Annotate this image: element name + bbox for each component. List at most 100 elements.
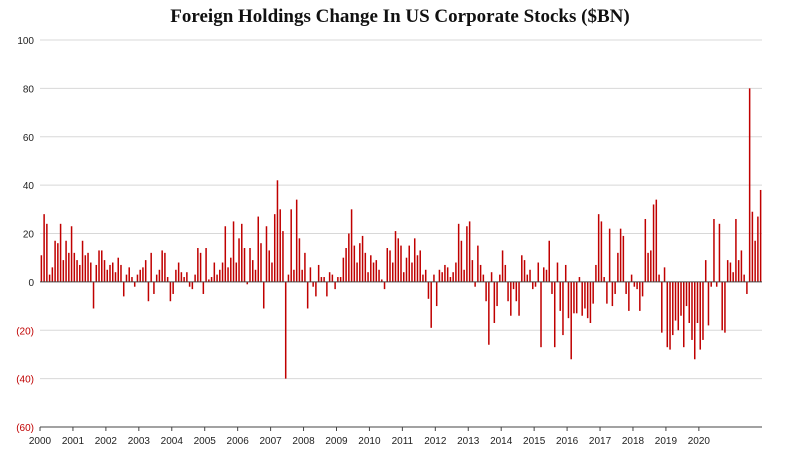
bar bbox=[441, 272, 443, 282]
bar bbox=[155, 274, 158, 282]
x-tick-label: 2020 bbox=[688, 436, 711, 447]
bar bbox=[537, 262, 540, 282]
bar bbox=[262, 281, 265, 309]
bar bbox=[463, 269, 465, 282]
bar bbox=[666, 281, 669, 348]
bar bbox=[172, 281, 174, 294]
bar bbox=[400, 245, 402, 282]
bar bbox=[614, 281, 616, 294]
bars bbox=[40, 88, 762, 379]
bar bbox=[743, 274, 745, 282]
bar bbox=[521, 255, 523, 282]
bar bbox=[260, 243, 262, 282]
bar bbox=[408, 245, 410, 282]
bar bbox=[101, 250, 103, 282]
bar bbox=[586, 281, 589, 319]
bar bbox=[515, 281, 518, 302]
bar bbox=[161, 250, 163, 282]
bar bbox=[427, 281, 430, 299]
bar bbox=[669, 281, 671, 350]
bar bbox=[680, 281, 682, 316]
bar bbox=[293, 269, 295, 282]
bar bbox=[603, 277, 605, 282]
bar bbox=[647, 252, 649, 282]
bar bbox=[265, 226, 268, 282]
bar bbox=[164, 252, 166, 282]
axes bbox=[39, 281, 762, 431]
bar bbox=[455, 262, 457, 282]
chart-title: Foreign Holdings Change In US Corporate … bbox=[170, 6, 630, 27]
bar bbox=[397, 238, 400, 282]
bar bbox=[68, 252, 70, 282]
bar bbox=[446, 267, 449, 282]
bar bbox=[553, 281, 556, 348]
bar bbox=[59, 223, 62, 282]
bar bbox=[114, 272, 117, 282]
bar bbox=[213, 262, 216, 282]
bar bbox=[740, 250, 743, 282]
x-tick-label: 2012 bbox=[424, 436, 447, 447]
bar bbox=[540, 281, 542, 348]
bar bbox=[205, 248, 207, 282]
bar bbox=[510, 281, 512, 316]
bar bbox=[252, 260, 254, 282]
bar bbox=[611, 281, 614, 307]
bar bbox=[619, 228, 622, 282]
bar bbox=[122, 281, 125, 297]
bar bbox=[284, 281, 287, 379]
bar bbox=[177, 262, 180, 282]
bar bbox=[757, 216, 759, 282]
bar bbox=[375, 260, 378, 282]
bar bbox=[326, 281, 328, 297]
x-tick-label: 2010 bbox=[358, 436, 381, 447]
bar bbox=[474, 281, 476, 287]
bar bbox=[304, 252, 306, 282]
bar bbox=[257, 216, 260, 282]
bar bbox=[639, 281, 641, 311]
bar bbox=[405, 257, 408, 282]
bar bbox=[342, 257, 345, 282]
bar bbox=[169, 281, 172, 302]
bar bbox=[194, 274, 196, 282]
bar bbox=[735, 218, 737, 282]
bar bbox=[479, 264, 482, 282]
bar bbox=[438, 269, 441, 282]
bar bbox=[199, 252, 202, 282]
bar bbox=[652, 204, 655, 282]
bar bbox=[279, 209, 281, 282]
bar bbox=[158, 269, 161, 282]
bar bbox=[693, 281, 696, 360]
bar bbox=[180, 272, 183, 282]
bar bbox=[545, 269, 548, 282]
bar bbox=[84, 255, 87, 282]
bar bbox=[677, 281, 680, 331]
bar bbox=[592, 281, 594, 304]
bar bbox=[617, 252, 619, 282]
y-tick-label: (40) bbox=[16, 375, 34, 386]
x-tick-label: 2002 bbox=[95, 436, 118, 447]
y-tick-label: 80 bbox=[23, 84, 35, 95]
bar bbox=[724, 281, 726, 333]
bar bbox=[746, 281, 748, 294]
bar bbox=[526, 274, 529, 282]
bar bbox=[337, 277, 339, 282]
bar bbox=[188, 281, 191, 287]
bar bbox=[466, 226, 468, 282]
bar bbox=[424, 269, 427, 282]
bar bbox=[183, 277, 185, 282]
bar bbox=[191, 281, 194, 290]
bar bbox=[92, 281, 95, 309]
bar bbox=[40, 255, 43, 282]
bar bbox=[208, 279, 210, 282]
bar bbox=[691, 281, 693, 340]
bar bbox=[655, 199, 658, 282]
bar bbox=[356, 262, 358, 282]
x-tick-label: 2000 bbox=[29, 436, 52, 447]
bar bbox=[504, 264, 507, 282]
bar bbox=[759, 189, 762, 282]
bar bbox=[529, 269, 531, 282]
bar bbox=[748, 88, 751, 282]
bar bbox=[710, 281, 712, 287]
bar bbox=[737, 260, 740, 282]
